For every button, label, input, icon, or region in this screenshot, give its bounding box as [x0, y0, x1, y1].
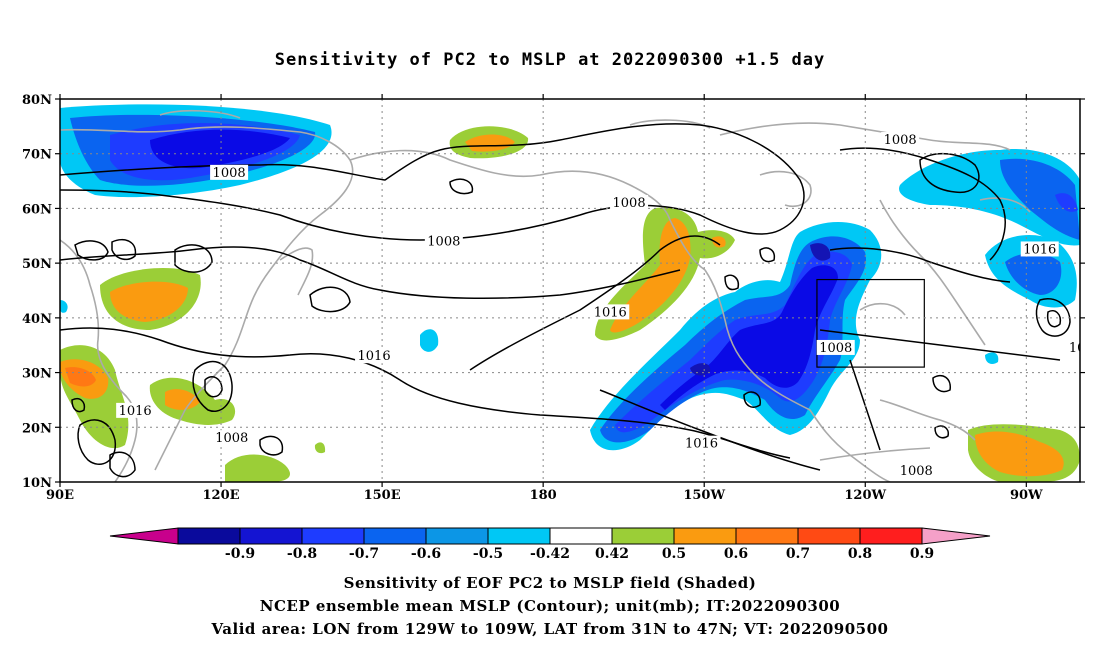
colorbar-label-8: 0.6 [724, 546, 748, 562]
colorbar-box-11 [859, 527, 923, 545]
map-panel: 1008 1008 1008 1008 1008 1016 1016 1016 1008 1016… [22, 93, 1100, 562]
contour-label-5: 1016 [1023, 242, 1056, 257]
colorbar-box-4 [425, 527, 489, 545]
x-tick-label-3: 180 [530, 488, 557, 503]
x-tick-label-6: 90W [1010, 488, 1043, 503]
y-tick-label-2: 30N [22, 367, 52, 382]
colorbar-box-2 [301, 527, 365, 545]
caption-valid-area: Valid area: LON from 129W to 109W, LAT f… [211, 620, 889, 638]
contour-label-bg-3 [610, 194, 649, 210]
colorbar [109, 527, 991, 545]
colorbar-box-0 [177, 527, 241, 545]
contour-labels: 1008 1008 1008 1008 1008 1016 1016 1016 1008 1016… [116, 132, 1100, 479]
y-tick-label-0: 10N [22, 476, 52, 491]
x-tick-label-4: 150W [683, 488, 725, 503]
colorbar-extend-low [109, 527, 179, 545]
map-frame [59, 98, 1081, 483]
colorbar-label-3: -0.6 [411, 546, 441, 562]
colorbar-label-0: -0.9 [225, 546, 255, 562]
contour-label-bg-7 [355, 348, 394, 364]
colorbar-box-7 [611, 527, 675, 545]
contour-label-0: 1008 [884, 133, 917, 148]
contour-label-6: 1016 [594, 305, 627, 320]
colorbar-label-5: -0.42 [530, 546, 570, 562]
contour-label-bg-0 [881, 132, 920, 148]
colorbar-label-6: 0.42 [595, 546, 629, 562]
caption-shaded: Sensitivity of EOF PC2 to MSLP field (Sh… [343, 574, 757, 592]
contour-label-13: 1008 [215, 431, 248, 446]
contour-label-11: 1016 [119, 404, 152, 419]
contour-label-2: 1008 [213, 166, 246, 181]
colorbar-label-4: -0.5 [473, 546, 503, 562]
contour-label-3: 1008 [613, 196, 646, 211]
x-tick-label-1: 120E [203, 488, 240, 503]
x-tick-label-2: 150E [364, 488, 401, 503]
contour-label-bg-9 [1066, 339, 1080, 355]
contour-label-bg-4 [424, 233, 463, 249]
contour-label-bg-1 [1088, 143, 1100, 158]
y-tick-label-7: 80N [22, 93, 52, 108]
axis-ticks [55, 94, 1085, 487]
chart-title: Sensitivity of PC2 to MSLP at 2022090300… [274, 50, 826, 70]
contour-label-bg-13 [212, 430, 251, 446]
contour-label-1: 1008 [1090, 144, 1100, 159]
colorbar-box-1 [239, 527, 303, 545]
x-tick-label-0: 90E [46, 488, 74, 503]
contour-label-bg-8 [816, 339, 855, 355]
contour-label-12: 1016 [685, 437, 718, 452]
contour-label-bg-6 [591, 304, 630, 320]
contour-label-9: 1016 [1069, 341, 1100, 356]
x-tick-label-5: 120W [844, 488, 886, 503]
y-tick-label-1: 20N [22, 421, 52, 436]
mslp-contours [60, 123, 1071, 478]
colorbar-box-5 [487, 527, 551, 545]
coastlines [60, 109, 1031, 482]
colorbar-label-11: 0.9 [910, 546, 934, 562]
contour-label-bg-14 [897, 463, 936, 479]
y-tick-label-3: 40N [22, 312, 52, 327]
colorbar-box-6 [549, 527, 613, 545]
contour-label-bg-12 [682, 435, 721, 451]
colorbar-box-3 [363, 527, 427, 545]
gridlines [60, 99, 1080, 482]
colorbar-box-8 [673, 527, 737, 545]
axis-tick-labels: 90E120E150E180150W120W90W60W10N20N30N40N… [22, 93, 1043, 503]
colorbar-label-7: 0.5 [662, 546, 686, 562]
colorbar-label-10: 0.8 [848, 546, 872, 562]
colorbar-box-9 [735, 527, 799, 545]
contour-label-bg-11 [116, 402, 155, 418]
valid-area-box [816, 278, 925, 368]
colorbar-box-10 [797, 527, 861, 545]
contour-label-7: 1016 [358, 349, 391, 364]
contour-label-8: 1008 [819, 341, 852, 356]
contour-label-4: 1008 [427, 234, 460, 249]
caption-contour: NCEP ensemble mean MSLP (Contour); unit(… [259, 597, 841, 615]
contour-label-14: 1008 [900, 464, 933, 479]
colorbar-labels: -0.9 -0.8 -0.7 -0.6 -0.5 -0.42 0.42 0.5 0.6 0.7 0.… [225, 546, 934, 562]
y-tick-label-4: 50N [22, 257, 52, 272]
contour-label-bg-5 [1020, 241, 1059, 257]
colorbar-label-2: -0.7 [349, 546, 379, 562]
colorbar-label-1: -0.8 [287, 546, 317, 562]
colorbar-extend-high [921, 527, 991, 545]
contour-label-bg-2 [210, 164, 249, 180]
colorbar-label-9: 0.7 [786, 546, 810, 562]
y-tick-label-5: 60N [22, 202, 52, 217]
y-tick-label-6: 70N [22, 148, 52, 163]
